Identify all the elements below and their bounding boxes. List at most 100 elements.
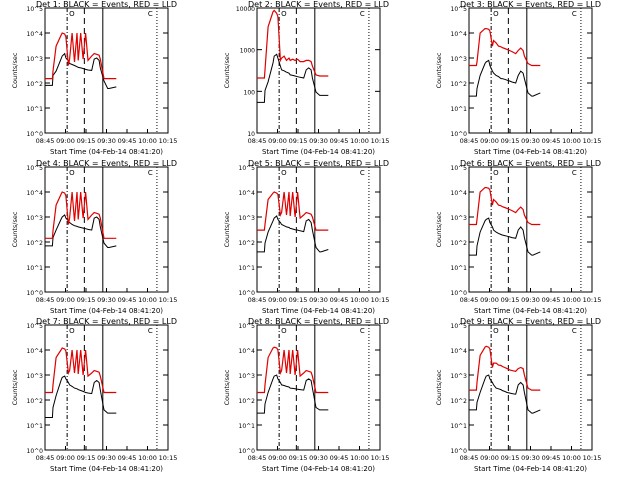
x-tick-label: 09:45 [542,454,561,462]
chart-panel-2: Det 2: BLACK = Events, RED = LLD 10 100 100… [223,0,389,156]
y-tick-label: 10^5 [239,165,256,172]
x-tick-label: 09:00 [56,137,75,145]
series-lld-line [257,9,329,79]
panel-title: Det 8: BLACK = Events, RED = LLD [248,317,389,326]
y-tick-label: 10^1 [27,265,44,272]
plot-frame [44,166,169,293]
start-marker-label: O [493,169,499,177]
x-tick-label: 09:00 [56,296,75,304]
chart-panel-9: Det 9: BLACK = Events, RED = LLD 10^0 10^1… [435,317,601,473]
y-axis-label: Counts/sec [223,369,231,405]
x-axis-label: Start Time (04-Feb-14 08:41:20) [474,307,587,315]
y-tick-label: 10^1 [451,265,468,272]
y-tick-label: 10^0 [27,290,44,297]
series-lld-line [469,28,541,67]
series-events-line [257,374,329,414]
y-tick-label: 10^3 [239,373,256,380]
plot-frame [468,7,593,134]
x-tick-label: 09:15 [289,137,308,145]
x-tick-label: 08:45 [36,137,55,145]
series-lld-line [257,191,329,231]
x-tick-label: 08:45 [248,454,267,462]
series-events-line [469,59,541,97]
end-marker-label: C [360,10,365,18]
x-axis-label: Start Time (04-Feb-14 08:41:20) [474,148,587,156]
end-marker-label: C [148,10,153,18]
panel-title: Det 4: BLACK = Events, RED = LLD [36,159,177,168]
y-tick-label: 10^1 [27,106,44,113]
panel-title: Det 9: BLACK = Events, RED = LLD [460,317,601,326]
panel-title: Det 3: BLACK = Events, RED = LLD [460,0,601,9]
x-tick-label: 09:00 [480,296,499,304]
series-events-line [45,375,117,418]
y-tick-label: 10^2 [451,240,468,247]
start-marker-label: O [281,10,287,18]
x-tick-label: 09:15 [501,454,520,462]
y-tick-label: 10^0 [27,131,44,138]
end-marker-label: C [572,327,577,335]
y-tick-label: 10^2 [239,240,256,247]
x-tick-label: 09:30 [309,137,328,145]
series-events-line [257,215,329,253]
x-tick-label: 08:45 [248,137,267,145]
x-tick-label: 09:45 [118,454,137,462]
chart-panel-1: Det 1: BLACK = Events, RED = LLD 10^0 10^1… [11,0,177,156]
y-axis-label: Counts/sec [435,211,443,247]
plot-frame [468,324,593,451]
x-tick-label: 09:30 [521,137,540,145]
y-axis-label: Counts/sec [435,369,443,405]
plot-frame [256,7,381,134]
start-marker-label: O [69,169,75,177]
panel-title: Det 2: BLACK = Events, RED = LLD [248,0,389,9]
y-tick-label: 10^1 [239,265,256,272]
x-tick-label: 09:30 [97,137,116,145]
y-tick-label: 10^3 [239,215,256,222]
chart-panel-5: Det 5: BLACK = Events, RED = LLD 10^0 10^1… [223,159,389,315]
y-tick-label: 10^5 [239,323,256,330]
x-axis-label: Start Time (04-Feb-14 08:41:20) [474,465,587,473]
x-tick-label: 10:15 [583,296,602,304]
plot-frame [44,324,169,451]
y-tick-label: 10^4 [239,348,256,355]
y-tick-label: 10^3 [27,215,44,222]
x-tick-label: 09:45 [542,296,561,304]
y-tick-label: 10^5 [27,165,44,172]
x-tick-label: 08:45 [460,137,479,145]
x-tick-label: 10:15 [583,137,602,145]
y-tick-label: 10 [247,131,255,138]
x-tick-label: 10:00 [562,137,581,145]
panel-title: Det 7: BLACK = Events, RED = LLD [36,317,177,326]
y-tick-label: 10^0 [239,448,256,455]
x-tick-label: 09:30 [309,454,328,462]
start-marker-label: O [69,10,75,18]
y-tick-label: 1000 [240,48,255,55]
series-lld-line [257,346,329,394]
y-tick-label: 100 [244,89,256,96]
y-tick-label: 10^3 [27,56,44,63]
x-tick-label: 09:30 [521,454,540,462]
x-axis-label: Start Time (04-Feb-14 08:41:20) [262,307,375,315]
x-tick-label: 09:00 [56,454,75,462]
start-marker-label: O [69,327,75,335]
series-lld-line [45,191,117,239]
chart-panel-3: Det 3: BLACK = Events, RED = LLD 10^0 10^1… [435,0,601,156]
start-marker-label: O [281,169,287,177]
x-axis-label: Start Time (04-Feb-14 08:41:20) [50,307,163,315]
y-tick-label: 10000 [236,6,255,13]
x-axis-label: Start Time (04-Feb-14 08:41:20) [50,148,163,156]
end-marker-label: C [360,169,365,177]
chart-panel-7: Det 7: BLACK = Events, RED = LLD 10^0 10^1… [11,317,177,473]
y-tick-label: 10^5 [451,6,468,13]
y-tick-label: 10^0 [451,131,468,138]
y-axis-label: Counts/sec [435,52,443,88]
y-tick-label: 10^5 [27,323,44,330]
series-lld-line [469,345,541,391]
x-axis-label: Start Time (04-Feb-14 08:41:20) [50,465,163,473]
y-tick-label: 10^0 [239,290,256,297]
x-tick-label: 09:00 [480,137,499,145]
y-tick-label: 10^1 [451,106,468,113]
x-tick-label: 09:00 [268,454,287,462]
x-tick-label: 09:45 [330,454,349,462]
y-tick-label: 10^3 [451,215,468,222]
x-tick-label: 10:15 [583,454,602,462]
